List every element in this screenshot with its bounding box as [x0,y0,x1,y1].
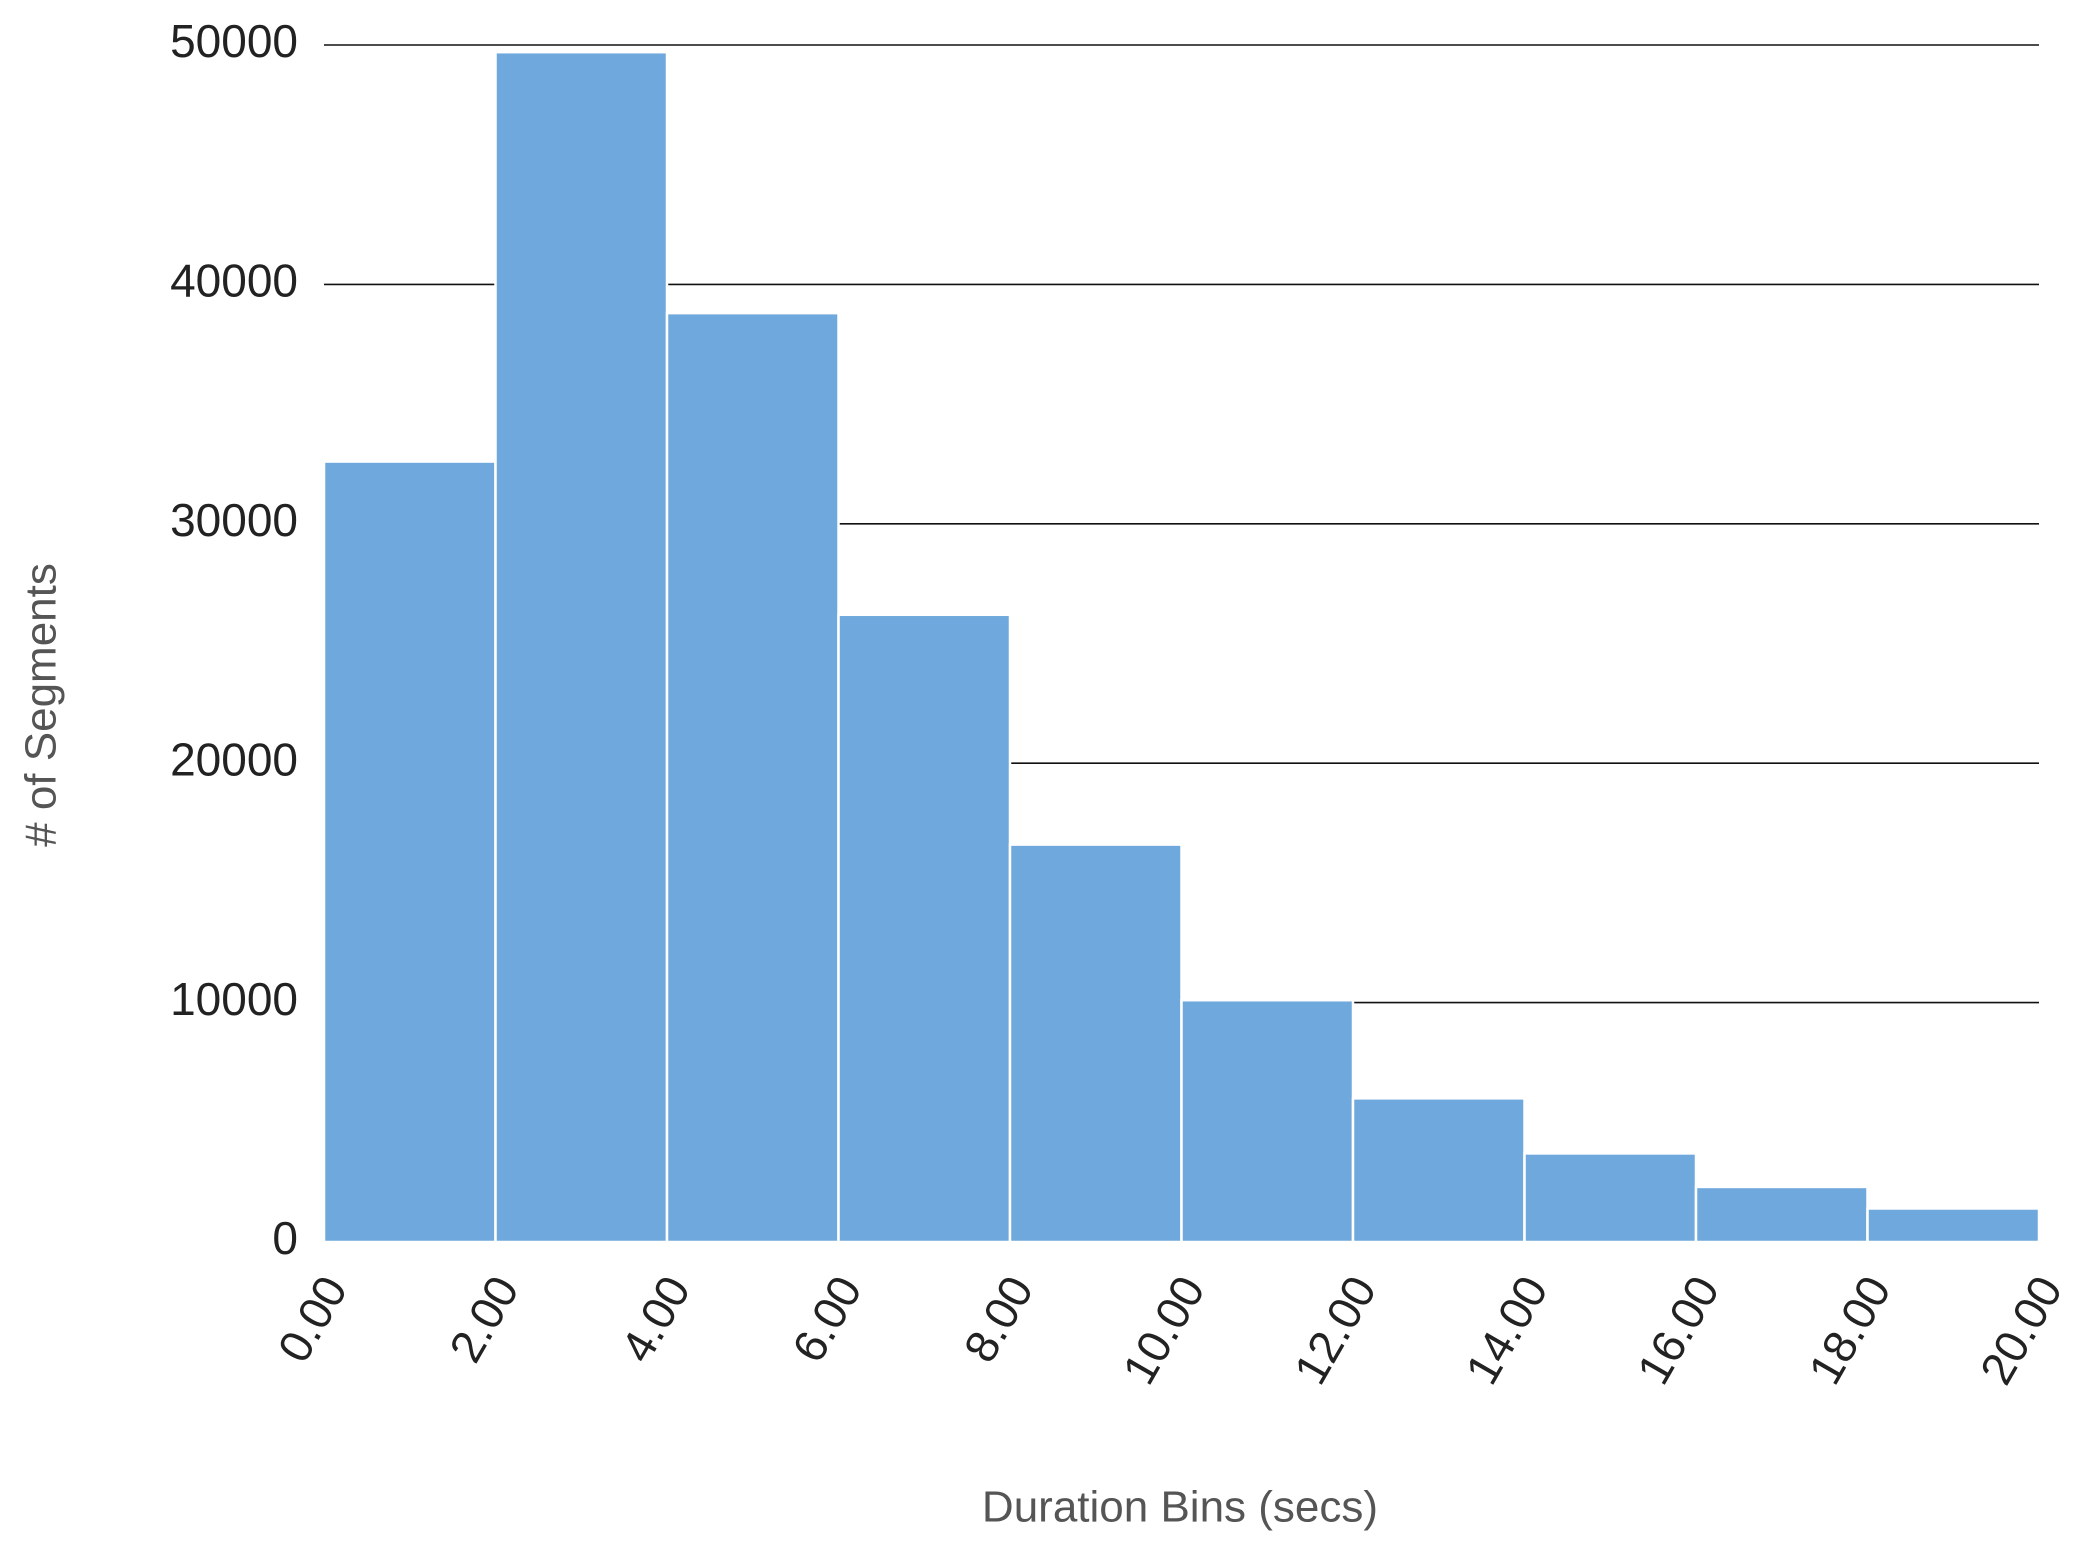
bar [1694,1185,1869,1244]
y-tick-label: 50000 [170,15,298,67]
bar [322,460,497,1244]
bar [837,613,1012,1244]
x-tick-label: 20.00 [1970,1267,2073,1393]
x-tick-label: 12.00 [1284,1267,1387,1393]
bar [665,311,840,1244]
y-axis-title: # of Segments [17,563,66,847]
x-tick-label: 2.00 [439,1267,529,1371]
x-tick-label: 0.00 [267,1267,357,1371]
x-tick-label: 4.00 [610,1267,700,1371]
y-tick-label: 20000 [170,733,298,785]
bar [1180,998,1355,1244]
bar [1351,1097,1526,1244]
x-tick-label: 8.00 [953,1267,1043,1371]
x-tick-label: 6.00 [782,1267,872,1371]
y-tick-label: 10000 [170,973,298,1025]
x-tick-label: 16.00 [1627,1267,1730,1393]
bars [322,50,2041,1244]
x-axis-title: Duration Bins (secs) [982,1483,1378,1532]
x-tick-label: 18.00 [1798,1267,1901,1393]
y-tick-label: 0 [272,1212,298,1264]
y-tick-label: 40000 [170,255,298,307]
bar [1523,1152,1698,1244]
bar [494,50,669,1244]
y-tick-label: 30000 [170,494,298,546]
x-tick-label: 14.00 [1455,1267,1558,1393]
bar [1008,843,1183,1244]
bar [1866,1207,2041,1244]
x-tick-label: 10.00 [1112,1267,1215,1393]
